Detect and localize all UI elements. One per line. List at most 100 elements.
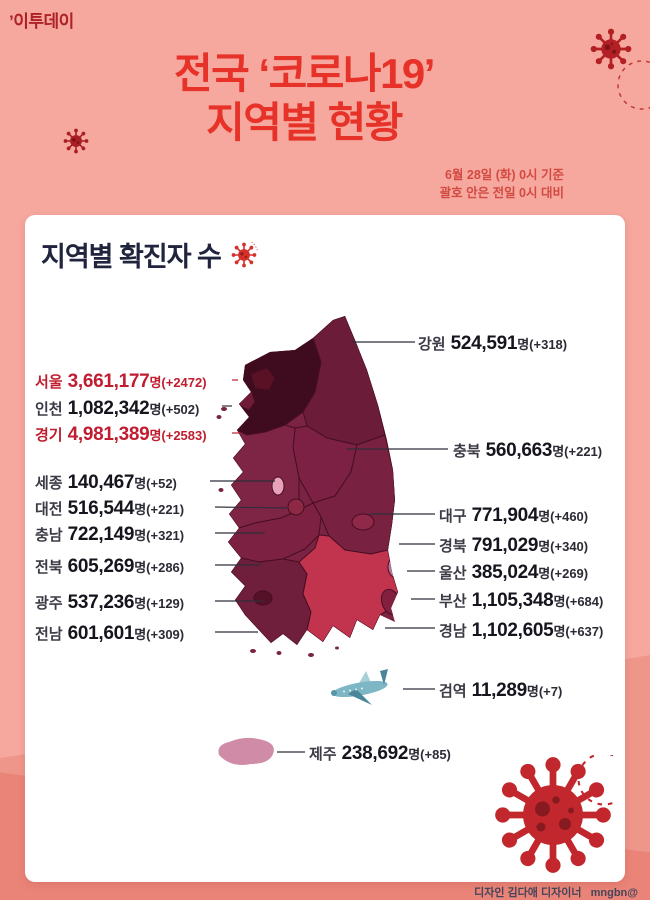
region-delta: 명(+221) <box>552 444 603 459</box>
virus-icon <box>63 128 89 154</box>
region-name: 검역 <box>439 683 467 700</box>
region-name: 충남 <box>35 527 63 544</box>
region-delta: 명(+269) <box>538 566 589 581</box>
section-heading: 지역별 확진자 수 <box>41 235 259 274</box>
region-label-jeonnam: 전남 601,601 명(+309) <box>35 623 184 645</box>
region-name: 전남 <box>35 626 63 643</box>
date-note: 6월 28일 (화) 0시 기준 괄호 안은 전일 0시 대비 <box>440 166 564 202</box>
region-label-ulsan: 울산 385,024 명(+269) <box>439 562 588 584</box>
region-label-quarantine: 검역 11,289 명(+7) <box>439 680 562 702</box>
region-delta: 명(+460) <box>538 509 589 524</box>
region-delta: 명(+340) <box>538 539 589 554</box>
region-label-gyeongnam: 경남 1,102,605 명(+637) <box>439 620 603 642</box>
region-value: 140,467 <box>67 472 135 493</box>
virus-icon <box>590 28 632 70</box>
region-name: 충북 <box>453 443 481 460</box>
date-note-line2: 괄호 안은 전일 0시 대비 <box>439 186 564 201</box>
date-note-line1: 6월 28일 (화) 0시 기준 <box>444 168 564 182</box>
region-value: 385,024 <box>471 562 539 583</box>
region-value: 771,904 <box>471 505 539 526</box>
region-label-incheon: 인천 1,082,342 명(+502) <box>35 398 199 420</box>
map-region-daegu <box>351 513 375 531</box>
jeju-island-shape <box>218 737 274 765</box>
region-label-sejong: 세종 140,467 명(+52) <box>35 472 177 494</box>
region-label-seoul: 서울 3,661,177 명(+2472) <box>35 371 207 393</box>
region-value: 516,544 <box>67 498 135 519</box>
map-region-ulsan <box>387 555 398 579</box>
region-label-gyeongbuk: 경북 791,029 명(+340) <box>439 535 588 557</box>
region-delta: 명(+318) <box>517 337 568 352</box>
region-label-chungnam: 충남 722,149 명(+321) <box>35 524 184 546</box>
region-name: 경북 <box>439 538 467 555</box>
region-name: 대전 <box>35 501 63 518</box>
map-region-gyeongnam <box>298 534 398 643</box>
region-delta: 명(+2583) <box>149 428 207 443</box>
dashed-circle-decoration <box>617 60 650 110</box>
region-name: 제주 <box>309 746 337 763</box>
page-title: 전국 ‘코로나19’ 지역별 현황 <box>0 50 608 147</box>
region-value: 1,105,348 <box>471 590 554 611</box>
credits: 디자인 김다애 디자이너 mngbn@ <box>474 887 638 899</box>
map-region-sejong <box>271 476 285 496</box>
region-label-gyeonggi: 경기 4,981,389 명(+2583) <box>35 424 207 446</box>
map-region-daejeon <box>287 498 305 516</box>
region-label-jeju: 제주 238,692 명(+85) <box>309 743 451 765</box>
region-delta: 명(+309) <box>134 627 185 642</box>
section-heading-text: 지역별 확진자 수 <box>41 242 222 272</box>
region-delta: 명(+502) <box>149 402 200 417</box>
region-label-daegu: 대구 771,904 명(+460) <box>439 505 588 527</box>
region-value: 4,981,389 <box>67 424 150 445</box>
region-delta: 명(+321) <box>134 528 185 543</box>
virus-illustration <box>495 755 613 873</box>
content-card: 지역별 확진자 수 <box>25 215 625 882</box>
region-label-chungbuk: 충북 560,663 명(+221) <box>453 440 602 462</box>
region-name: 대구 <box>439 508 467 525</box>
region-name: 서울 <box>35 374 63 391</box>
region-value: 3,661,177 <box>67 371 150 392</box>
map-small-islands <box>216 407 339 657</box>
region-name: 세종 <box>35 475 63 492</box>
region-value: 238,692 <box>341 743 409 764</box>
region-delta: 명(+85) <box>408 747 451 762</box>
region-value: 1,082,342 <box>67 398 150 419</box>
region-label-busan: 부산 1,105,348 명(+684) <box>439 590 603 612</box>
region-label-gangwon: 강원 524,591 명(+318) <box>418 333 567 355</box>
page-title-line1: 전국 ‘코로나19’ <box>174 50 435 97</box>
region-delta: 명(+52) <box>134 476 177 491</box>
region-value: 524,591 <box>450 333 518 354</box>
page-title-line2: 지역별 현황 <box>206 98 403 146</box>
region-value: 601,601 <box>67 623 135 644</box>
region-name: 울산 <box>439 565 467 582</box>
region-name: 부산 <box>439 593 467 610</box>
region-delta: 명(+2472) <box>149 375 207 390</box>
region-value: 11,289 <box>471 680 528 701</box>
map-region-seoul <box>250 367 276 391</box>
south-korea-map <box>216 316 398 657</box>
region-label-daejeon: 대전 516,544 명(+221) <box>35 498 184 520</box>
region-delta: 명(+7) <box>526 684 563 699</box>
region-label-jeonbuk: 전북 605,269 명(+286) <box>35 556 184 578</box>
region-delta: 명(+286) <box>134 560 185 575</box>
region-value: 605,269 <box>67 556 135 577</box>
virus-icon <box>231 241 258 267</box>
region-delta: 명(+637) <box>553 624 604 639</box>
region-name: 광주 <box>35 595 63 612</box>
region-name: 강원 <box>418 336 446 353</box>
region-value: 791,029 <box>471 535 539 556</box>
region-value: 560,663 <box>485 440 553 461</box>
region-value: 1,102,605 <box>471 620 554 641</box>
region-value: 537,236 <box>67 592 135 613</box>
region-label-gwangju: 광주 537,236 명(+129) <box>35 592 184 614</box>
region-value: 722,149 <box>67 524 135 545</box>
etoday-logo: ’이투데이 <box>9 12 74 31</box>
region-name: 인천 <box>35 401 63 418</box>
map-region-gwangju <box>253 590 273 606</box>
region-delta: 명(+221) <box>134 502 185 517</box>
region-name: 경기 <box>35 427 63 444</box>
region-delta: 명(+684) <box>553 594 604 609</box>
map-region-chungnam <box>228 424 300 529</box>
region-delta: 명(+129) <box>134 596 185 611</box>
airplane-icon <box>331 669 388 705</box>
region-name: 경남 <box>439 623 467 640</box>
